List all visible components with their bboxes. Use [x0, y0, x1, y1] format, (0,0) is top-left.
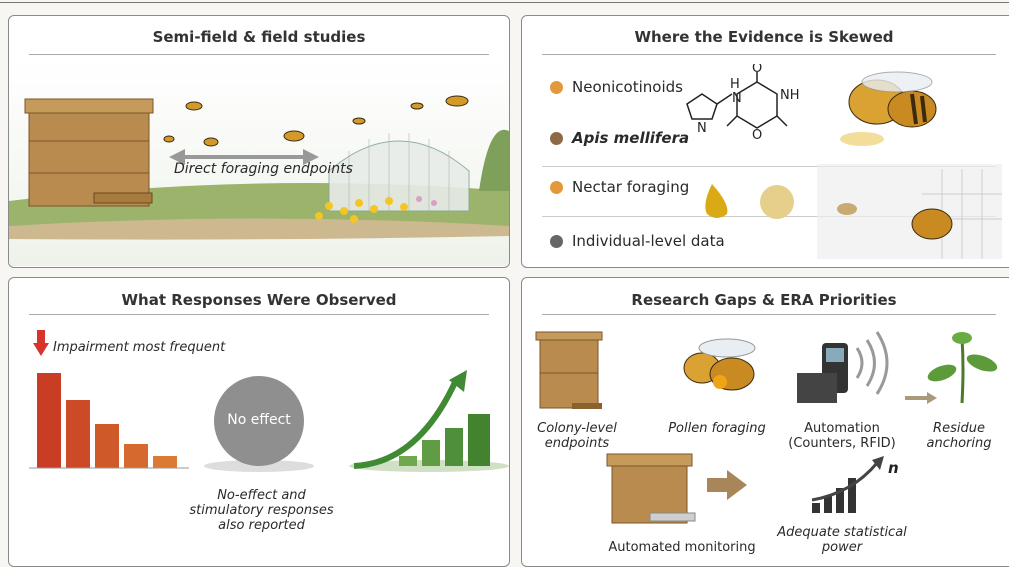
gap-label: Automation (Counters, RFID): [787, 421, 897, 451]
responses-caption: No-effect and stimulatory responses also…: [179, 488, 344, 533]
atom-label: O: [752, 128, 762, 143]
panel-gaps: Research Gaps & ERA Priorities n Colony-…: [521, 277, 1009, 567]
bullet: [550, 132, 563, 145]
panel-responses: What Responses Were Observed Impairment …: [8, 277, 510, 567]
title-rule: [542, 314, 996, 315]
page: Semi-field & field studies Direct foragi…: [0, 0, 1009, 557]
skew-item: Apis mellifera: [550, 129, 689, 147]
gap-label: Adequate statistical power: [777, 525, 907, 555]
panel-title: Research Gaps & ERA Priorities: [522, 291, 1006, 309]
panel-field: Semi-field & field studies Direct foragi…: [8, 15, 510, 268]
impairment-label: Impairment most frequent: [53, 340, 225, 355]
panel-title: Semi-field & field studies: [9, 28, 509, 46]
panel-title: What Responses Were Observed: [9, 291, 509, 309]
skew-item: Neonicotinoids: [550, 78, 683, 96]
title-rule: [29, 314, 489, 315]
atom-label: H: [730, 77, 740, 92]
bullet: [550, 81, 563, 94]
power-symbol: n: [888, 459, 899, 477]
field-label: Direct foraging endpoints: [174, 161, 353, 177]
gap-label: Residue anchoring: [914, 421, 1004, 451]
atom-label: O: [752, 64, 762, 76]
panel-title: Where the Evidence is Skewed: [522, 28, 1006, 46]
bullet: [550, 235, 563, 248]
item-label: Neonicotinoids: [572, 78, 683, 96]
atom-label: N: [697, 121, 707, 136]
bullet: [550, 181, 563, 194]
gap-label: Colony-level endpoints: [532, 421, 622, 451]
title-rule: [542, 54, 996, 55]
top-rule: [0, 2, 1009, 3]
skew-item: Nectar foraging: [550, 178, 689, 196]
atom-label: N: [732, 91, 742, 106]
no-effect-label: No effect: [214, 412, 304, 428]
title-rule: [29, 54, 489, 55]
panel-skew: Where the Evidence is Skewed Neonicotino…: [521, 15, 1009, 268]
skew-illustration: H N O NH N O: [672, 64, 1009, 264]
gap-label: Automated monitoring: [592, 540, 772, 555]
gap-label: Pollen foraging: [662, 421, 772, 436]
atom-label: NH: [780, 88, 800, 103]
